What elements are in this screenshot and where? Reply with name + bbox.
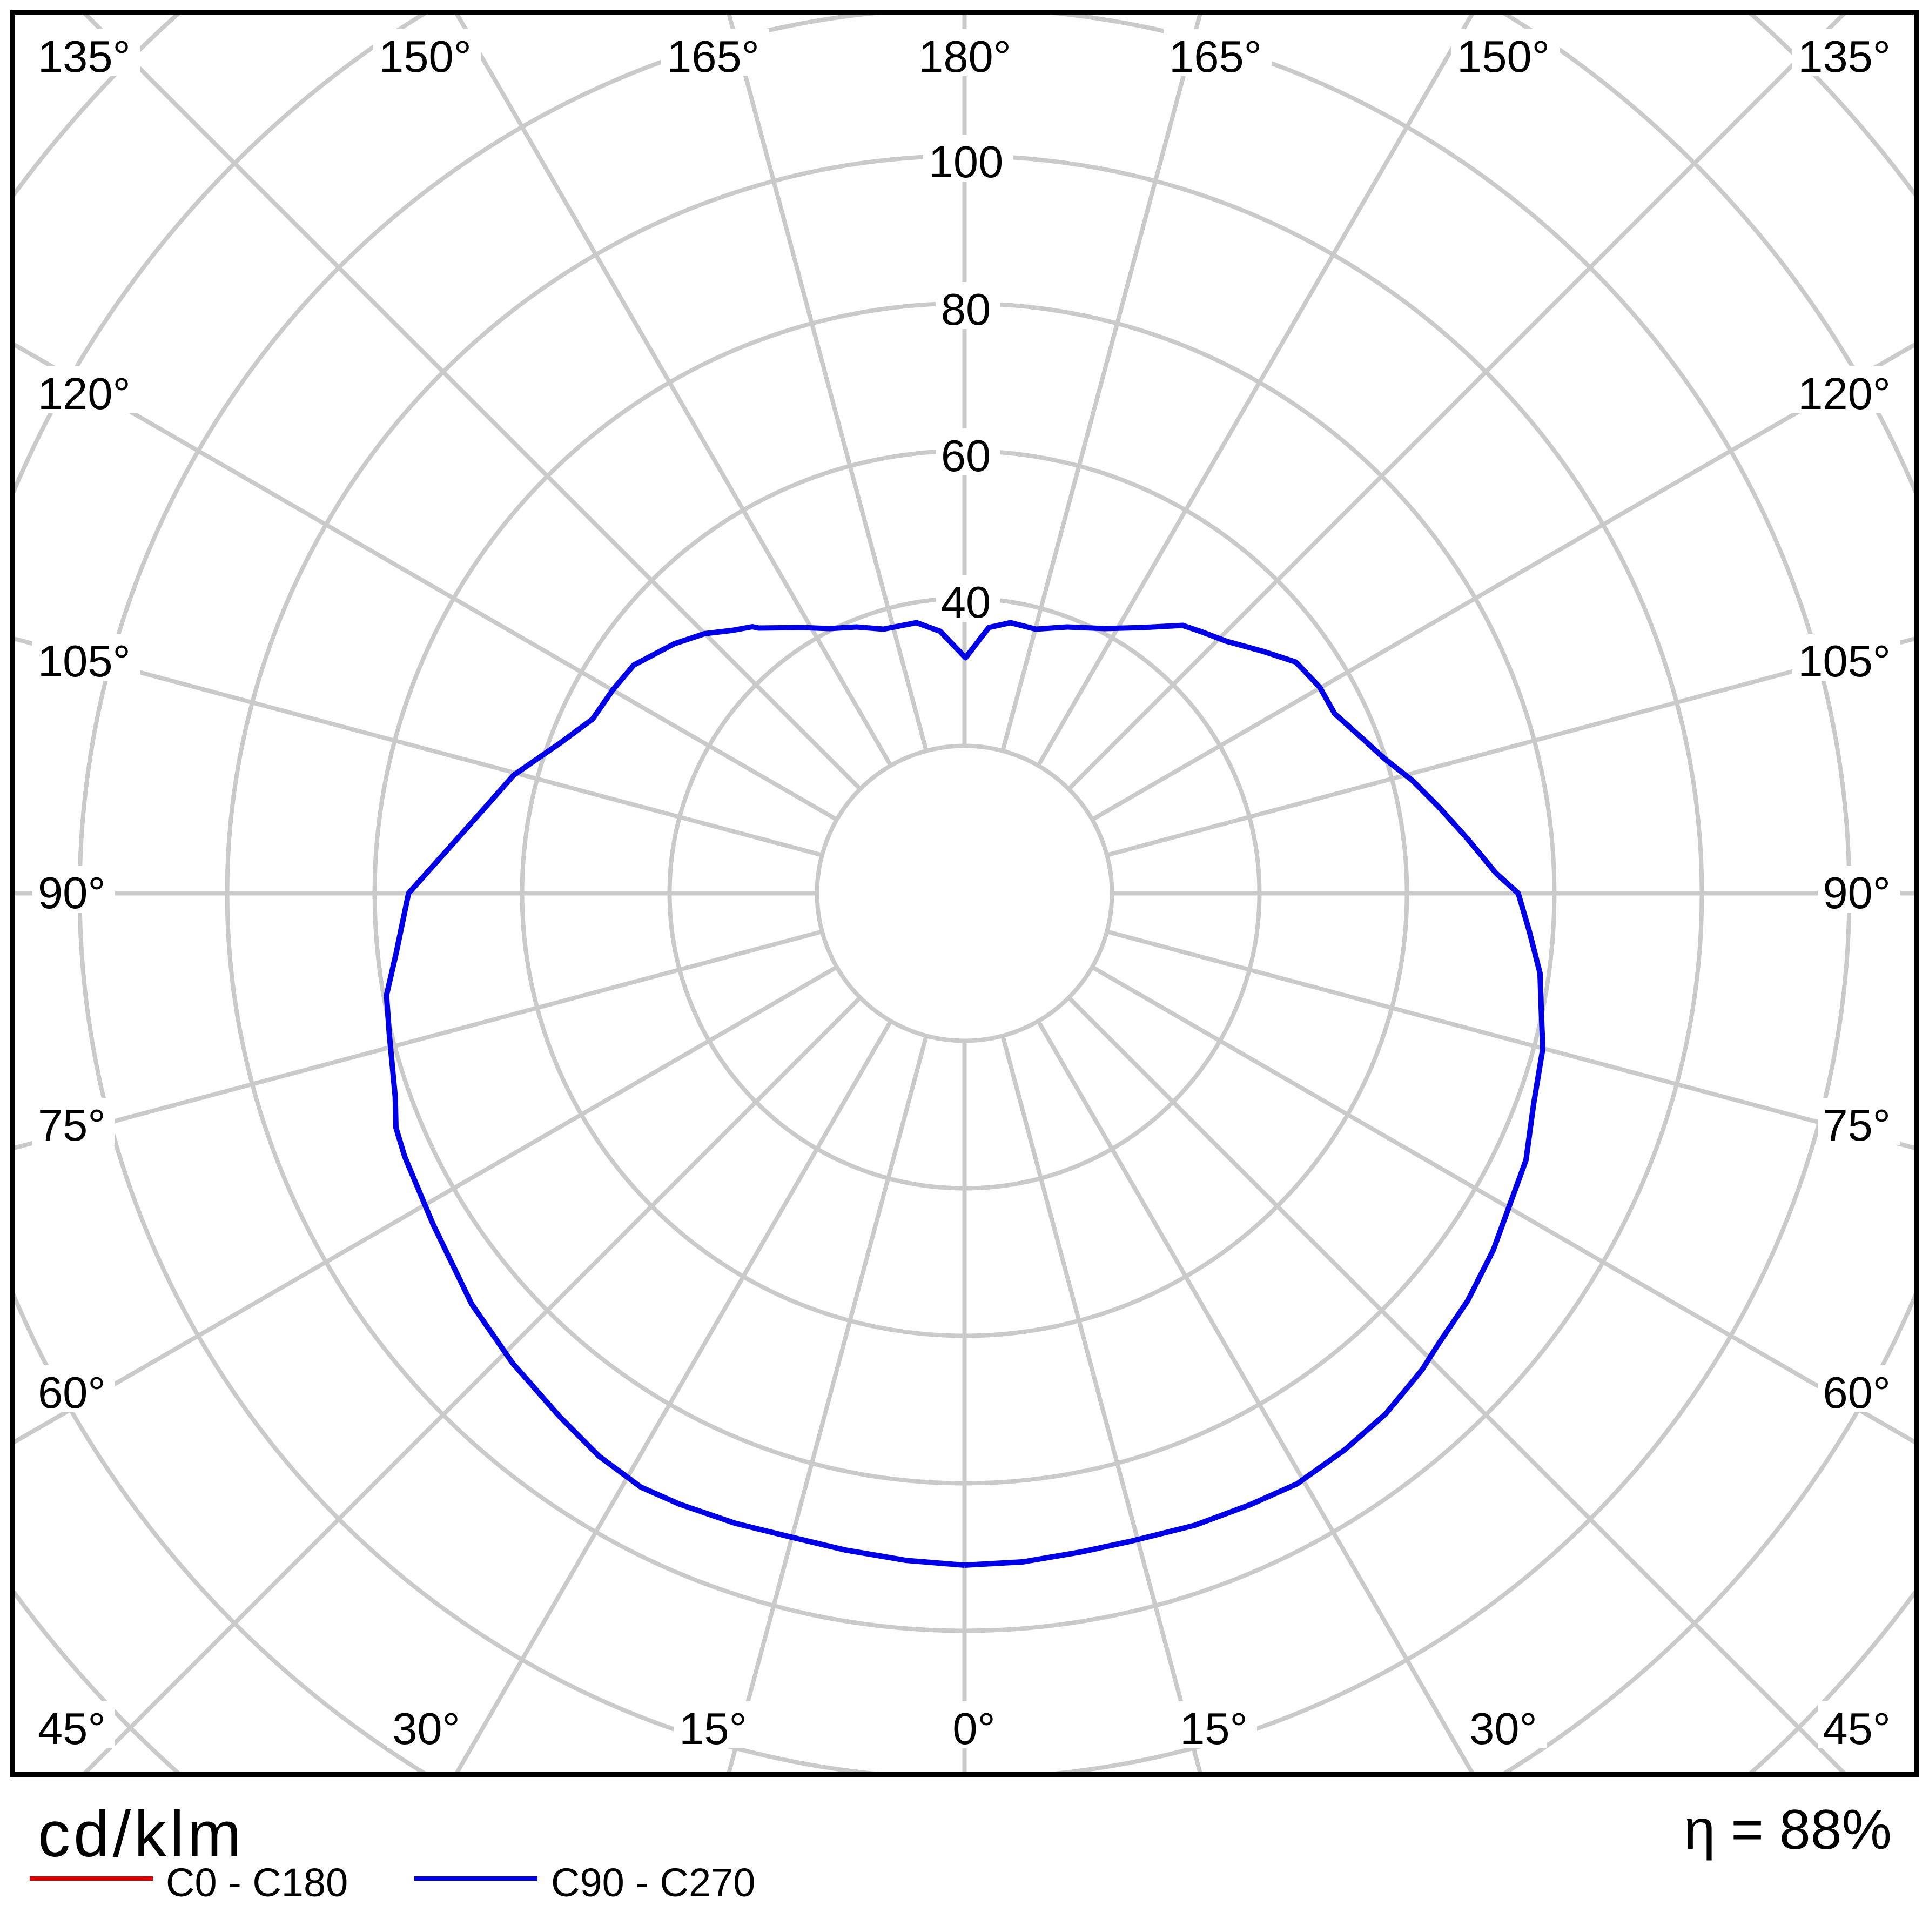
- svg-text:40: 40: [941, 577, 991, 627]
- svg-text:15°: 15°: [679, 1703, 747, 1754]
- svg-text:165°: 165°: [667, 31, 759, 82]
- svg-text:15°: 15°: [1180, 1703, 1248, 1754]
- svg-text:105°: 105°: [38, 636, 131, 686]
- svg-text:75°: 75°: [1823, 1100, 1891, 1150]
- svg-text:0°: 0°: [952, 1703, 995, 1754]
- svg-text:165°: 165°: [1169, 31, 1262, 82]
- svg-text:120°: 120°: [38, 368, 131, 419]
- svg-text:135°: 135°: [1798, 31, 1891, 82]
- svg-text:C0 - C180: C0 - C180: [166, 1860, 348, 1905]
- svg-text:105°: 105°: [1798, 636, 1891, 686]
- svg-text:135°: 135°: [38, 31, 131, 82]
- svg-text:150°: 150°: [379, 31, 472, 82]
- svg-text:90°: 90°: [1823, 868, 1891, 918]
- svg-text:120°: 120°: [1798, 368, 1891, 419]
- svg-text:30°: 30°: [1469, 1703, 1537, 1754]
- svg-text:60: 60: [941, 431, 991, 481]
- svg-text:C90 - C270: C90 - C270: [551, 1860, 755, 1905]
- svg-text:180°: 180°: [918, 31, 1011, 82]
- svg-text:80: 80: [941, 284, 991, 334]
- svg-text:150°: 150°: [1457, 31, 1550, 82]
- svg-text:η = 88%: η = 88%: [1684, 1799, 1892, 1861]
- svg-text:75°: 75°: [38, 1100, 106, 1150]
- svg-text:45°: 45°: [38, 1703, 106, 1754]
- svg-text:60°: 60°: [1823, 1367, 1891, 1418]
- svg-text:cd/klm: cd/klm: [38, 1798, 245, 1870]
- svg-text:45°: 45°: [1823, 1703, 1891, 1754]
- svg-text:90°: 90°: [38, 868, 106, 918]
- svg-text:60°: 60°: [38, 1367, 106, 1418]
- svg-text:100: 100: [929, 137, 1003, 187]
- svg-text:30°: 30°: [392, 1703, 460, 1754]
